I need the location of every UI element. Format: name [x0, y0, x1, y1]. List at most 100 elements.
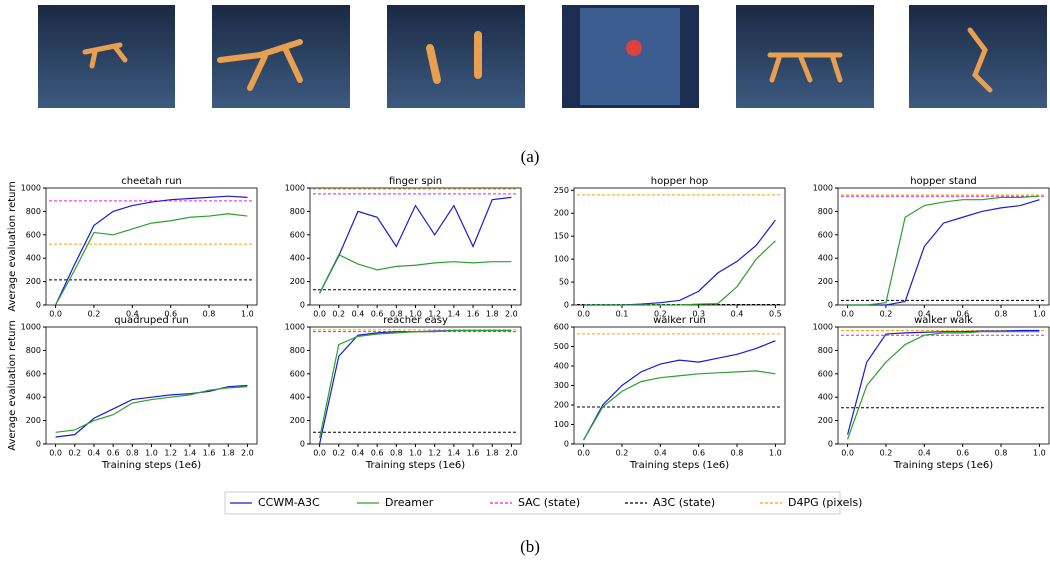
- y-tick-label: 600: [26, 369, 41, 378]
- y-tick-label: 800: [26, 346, 41, 355]
- x-tick-label: 0.0: [313, 310, 326, 319]
- plot-frame: [574, 327, 785, 444]
- chart-title: hopper stand: [910, 176, 977, 187]
- x-tick-label: 0.2: [880, 310, 893, 319]
- plot-frame: [310, 327, 521, 444]
- y-tick-label: 600: [818, 369, 833, 378]
- x-tick-label: 0.2: [332, 449, 345, 458]
- y-tick-label: 1000: [21, 323, 41, 332]
- y-axis-label: Average evaluation return: [7, 181, 18, 312]
- y-tick-label: 800: [290, 346, 305, 355]
- legend-label: CCWM-A3C: [258, 496, 320, 509]
- x-tick-label: 0.8: [203, 310, 216, 319]
- y-tick-label: 200: [818, 277, 833, 286]
- x-tick-label: 1.0: [1033, 310, 1046, 319]
- x-tick-label: 0.6: [371, 449, 384, 458]
- chart-title: walker run: [653, 315, 706, 326]
- x-tick-label: 2.0: [241, 449, 254, 458]
- chart-title: finger spin: [389, 176, 442, 187]
- y-tick-label: 600: [290, 230, 305, 239]
- y-tick-label: 1000: [813, 323, 833, 332]
- chart-title: reacher easy: [383, 315, 448, 326]
- y-tick-label: 200: [818, 416, 833, 425]
- x-tick-label: 0.0: [49, 310, 62, 319]
- y-tick-label: 200: [290, 277, 305, 286]
- x-tick-label: 0.8: [126, 449, 139, 458]
- y-tick-label: 200: [26, 416, 41, 425]
- x-tick-label: 0.6: [692, 449, 705, 458]
- y-tick-label: 400: [290, 254, 305, 263]
- x-tick-label: 0.2: [880, 449, 893, 458]
- y-tick-label: 400: [26, 254, 41, 263]
- y-tick-label: 1000: [21, 184, 41, 193]
- x-axis-label: Training steps (1e6): [365, 460, 465, 471]
- caption: (a): [521, 147, 540, 166]
- y-tick-label: 400: [818, 393, 833, 402]
- y-tick-label: 200: [26, 277, 41, 286]
- chart-title: cheetah run: [121, 176, 182, 187]
- image-reacher: [387, 5, 525, 108]
- x-tick-label: 0.8: [995, 310, 1008, 319]
- y-tick-label: 800: [290, 207, 305, 216]
- x-tick-label: 0.4: [352, 310, 365, 319]
- x-tick-label: 0.6: [107, 449, 120, 458]
- series-line: [320, 331, 512, 444]
- y-tick-label: 200: [554, 209, 569, 218]
- x-tick-label: 1.6: [203, 449, 216, 458]
- chart-title: hopper hop: [651, 176, 708, 187]
- x-tick-label: 1.8: [486, 310, 499, 319]
- plot-frame: [574, 188, 785, 305]
- y-tick-label: 0: [564, 301, 569, 310]
- x-tick-label: 0.5: [769, 310, 782, 319]
- legend-label: SAC (state): [518, 496, 580, 509]
- y-tick-label: 600: [554, 323, 569, 332]
- x-tick-label: 1.6: [467, 310, 480, 319]
- series-line: [848, 331, 1040, 435]
- y-tick-label: 800: [26, 207, 41, 216]
- x-tick-label: 0.2: [616, 449, 629, 458]
- series-line: [584, 371, 776, 440]
- y-tick-label: 0: [36, 301, 41, 310]
- y-tick-label: 1000: [285, 323, 305, 332]
- x-tick-label: 0.0: [313, 449, 326, 458]
- legend-label: D4PG (pixels): [788, 496, 862, 509]
- x-tick-label: 1.0: [145, 449, 158, 458]
- x-tick-label: 0.0: [841, 310, 854, 319]
- y-tick-label: 0: [564, 440, 569, 449]
- image-hopper: [909, 5, 1047, 108]
- series-line: [56, 387, 248, 433]
- y-tick-label: 100: [554, 255, 569, 264]
- x-axis-label: Training steps (1e6): [629, 460, 729, 471]
- x-axis-label: Training steps (1e6): [893, 460, 993, 471]
- x-axis-label: Training steps (1e6): [101, 460, 201, 471]
- y-tick-label: 800: [818, 207, 833, 216]
- series-line: [848, 196, 1040, 305]
- y-tick-label: 150: [554, 232, 569, 241]
- y-tick-label: 0: [828, 440, 833, 449]
- y-tick-label: 250: [554, 186, 569, 195]
- x-tick-label: 1.0: [1033, 449, 1046, 458]
- x-tick-label: 0.8: [995, 449, 1008, 458]
- plot-frame: [46, 188, 257, 305]
- y-tick-label: 400: [818, 254, 833, 263]
- series-line: [584, 241, 776, 305]
- series-line: [848, 200, 1040, 305]
- y-tick-label: 600: [818, 230, 833, 239]
- series-line: [56, 214, 248, 305]
- y-tick-label: 500: [554, 342, 569, 351]
- y-tick-label: 100: [554, 420, 569, 429]
- x-tick-label: 2.0: [505, 310, 518, 319]
- x-tick-label: 0.2: [88, 310, 101, 319]
- y-tick-label: 1000: [285, 184, 305, 193]
- x-tick-label: 0.8: [390, 449, 403, 458]
- legend-label: A3C (state): [653, 496, 715, 509]
- legend-label: Dreamer: [385, 496, 434, 509]
- series-line: [320, 331, 512, 439]
- x-tick-label: 1.0: [241, 310, 254, 319]
- x-tick-label: 0.4: [88, 449, 101, 458]
- x-tick-label: 0.2: [332, 310, 345, 319]
- x-tick-label: 0.4: [731, 310, 744, 319]
- y-tick-label: 400: [26, 393, 41, 402]
- series-line: [320, 197, 512, 293]
- y-tick-label: 300: [554, 381, 569, 390]
